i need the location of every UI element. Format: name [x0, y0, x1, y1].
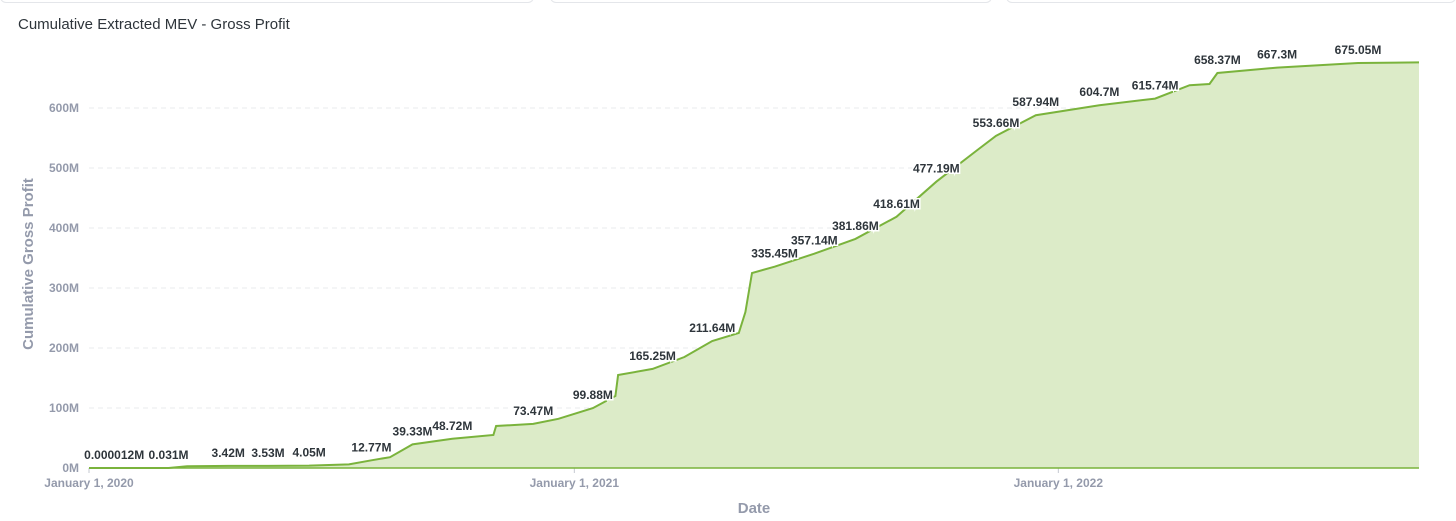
data-label: 658.37M [1194, 53, 1241, 67]
data-label: 4.05M [292, 446, 325, 460]
data-label: 357.14M [791, 234, 838, 248]
x-axis-ticks: January 1, 2020 January 1, 2021 January 1,… [44, 468, 1103, 490]
data-label: 0.031M [149, 448, 189, 462]
data-label: 39.33M [393, 424, 433, 438]
data-label: 675.05M [1335, 43, 1382, 57]
data-label: 3.53M [251, 446, 284, 460]
data-label: 587.94M [1012, 95, 1059, 109]
x-tick-label: January 1, 2022 [1014, 476, 1104, 490]
data-label: 12.77M [351, 440, 391, 454]
y-tick-label: 500M [49, 161, 79, 175]
area-fill [89, 62, 1419, 469]
y-tick-label: 100M [49, 401, 79, 415]
x-tick-label: January 1, 2021 [530, 476, 620, 490]
data-label: 418.61M [873, 197, 920, 211]
x-axis-title: Date [738, 500, 771, 517]
y-tick-label: 200M [49, 341, 79, 355]
y-tick-label: 300M [49, 281, 79, 295]
y-axis-title: Cumulative Gross Profit [20, 178, 37, 350]
data-label: 73.47M [513, 404, 553, 418]
chart-title[interactable]: Cumulative Extracted MEV - Gross Profit [18, 16, 290, 33]
series-line[interactable] [89, 61, 1420, 469]
y-tick-label: 400M [49, 221, 79, 235]
data-label: 3.42M [212, 446, 245, 460]
data-label: 667.3M [1257, 48, 1297, 62]
data-label: 604.7M [1079, 85, 1119, 99]
y-tick-label: 600M [49, 101, 79, 115]
data-label: 48.72M [432, 419, 472, 433]
data-label: 381.86M [832, 219, 879, 233]
data-label: 553.66M [973, 116, 1020, 130]
y-tick-label: 0M [62, 461, 79, 475]
data-label: 477.19M [913, 162, 960, 176]
x-tick-label: January 1, 2020 [44, 476, 134, 490]
data-label: 615.74M [1132, 79, 1179, 93]
y-axis-ticks: 0M 100M 200M 300M 400M 500M 600M [49, 101, 79, 475]
data-labels: 0.000012M 0.031M 3.42M 3.53M 4.05M 12.77M39.3… [83, 41, 1383, 463]
data-label: 335.45M [751, 247, 798, 261]
data-label: 99.88M [573, 388, 613, 402]
data-label: 0.000012M [84, 448, 144, 462]
data-label: 165.25M [629, 349, 676, 363]
data-label: 211.64M [689, 321, 735, 335]
